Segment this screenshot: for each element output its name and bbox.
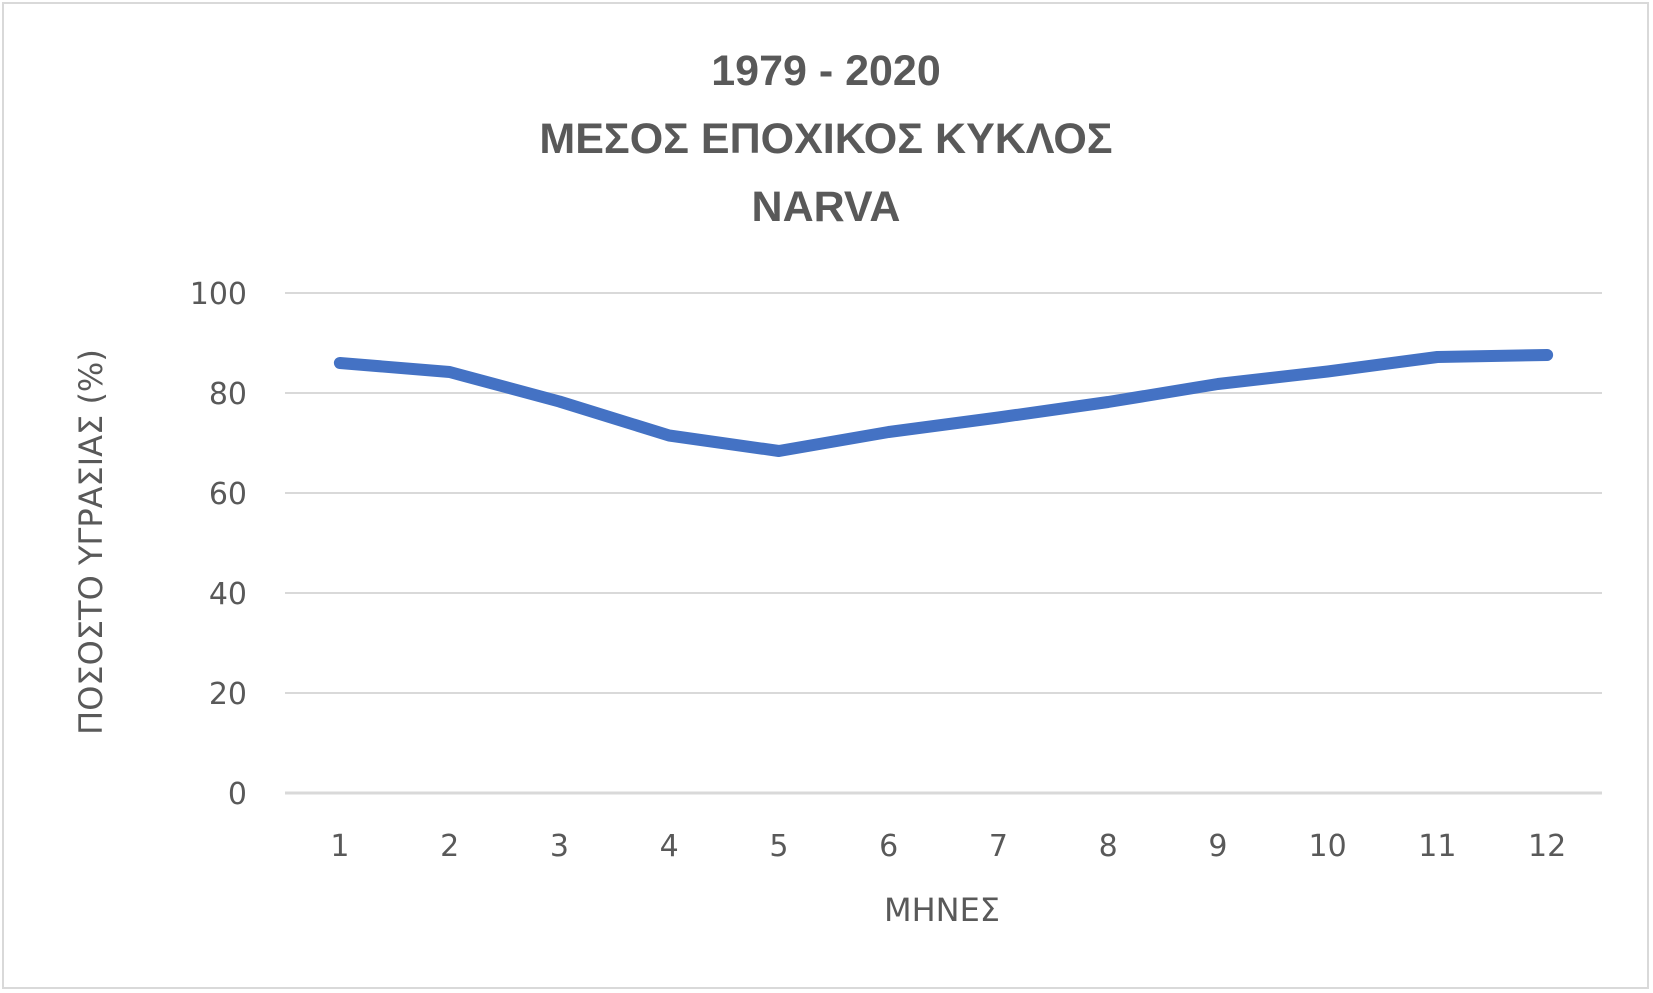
gridlines: [285, 292, 1602, 795]
y-tick-label: 40: [209, 577, 247, 612]
x-tick-label: 12: [1528, 829, 1566, 864]
x-axis-ticks: 1 2 3 4 5 6 7 8 9 10 11 12: [330, 829, 1566, 864]
y-tick-label: 80: [209, 377, 247, 412]
x-tick-label: 7: [989, 829, 1008, 864]
x-tick-label: 8: [1099, 829, 1118, 864]
y-axis-title: ΠΟΣΟΣΤΟ ΥΓΡΑΣΙΑΣ (%): [72, 349, 110, 735]
y-tick-label: 0: [228, 777, 247, 812]
x-tick-label: 4: [660, 829, 679, 864]
x-tick-label: 3: [550, 829, 569, 864]
x-tick-label: 1: [330, 829, 349, 864]
chart-title: 1979 - 2020 ΜΕΣΟΣ ΕΠΟΧΙΚΟΣ ΚΥΚΛΟΣ NARVA: [539, 47, 1112, 231]
y-tick-label: 20: [209, 677, 247, 712]
chart-title-line-2: ΜΕΣΟΣ ΕΠΟΧΙΚΟΣ ΚΥΚΛΟΣ: [539, 115, 1112, 163]
x-tick-label: 10: [1309, 829, 1347, 864]
x-tick-label: 11: [1418, 829, 1456, 864]
chart-title-line-1: 1979 - 2020: [711, 47, 941, 95]
series-line: [333, 349, 1554, 457]
y-tick-label: 100: [190, 277, 247, 312]
y-axis-ticks: 0 20 40 60 80 100: [190, 277, 247, 812]
chart-title-line-3: NARVA: [752, 183, 901, 231]
x-tick-label: 5: [769, 829, 788, 864]
x-axis-title: ΜΗΝΕΣ: [884, 891, 1000, 929]
series-layer: [333, 349, 1554, 457]
x-tick-label: 6: [879, 829, 898, 864]
x-tick-label: 2: [440, 829, 459, 864]
y-tick-label: 60: [209, 477, 247, 512]
x-tick-label: 9: [1208, 829, 1227, 864]
